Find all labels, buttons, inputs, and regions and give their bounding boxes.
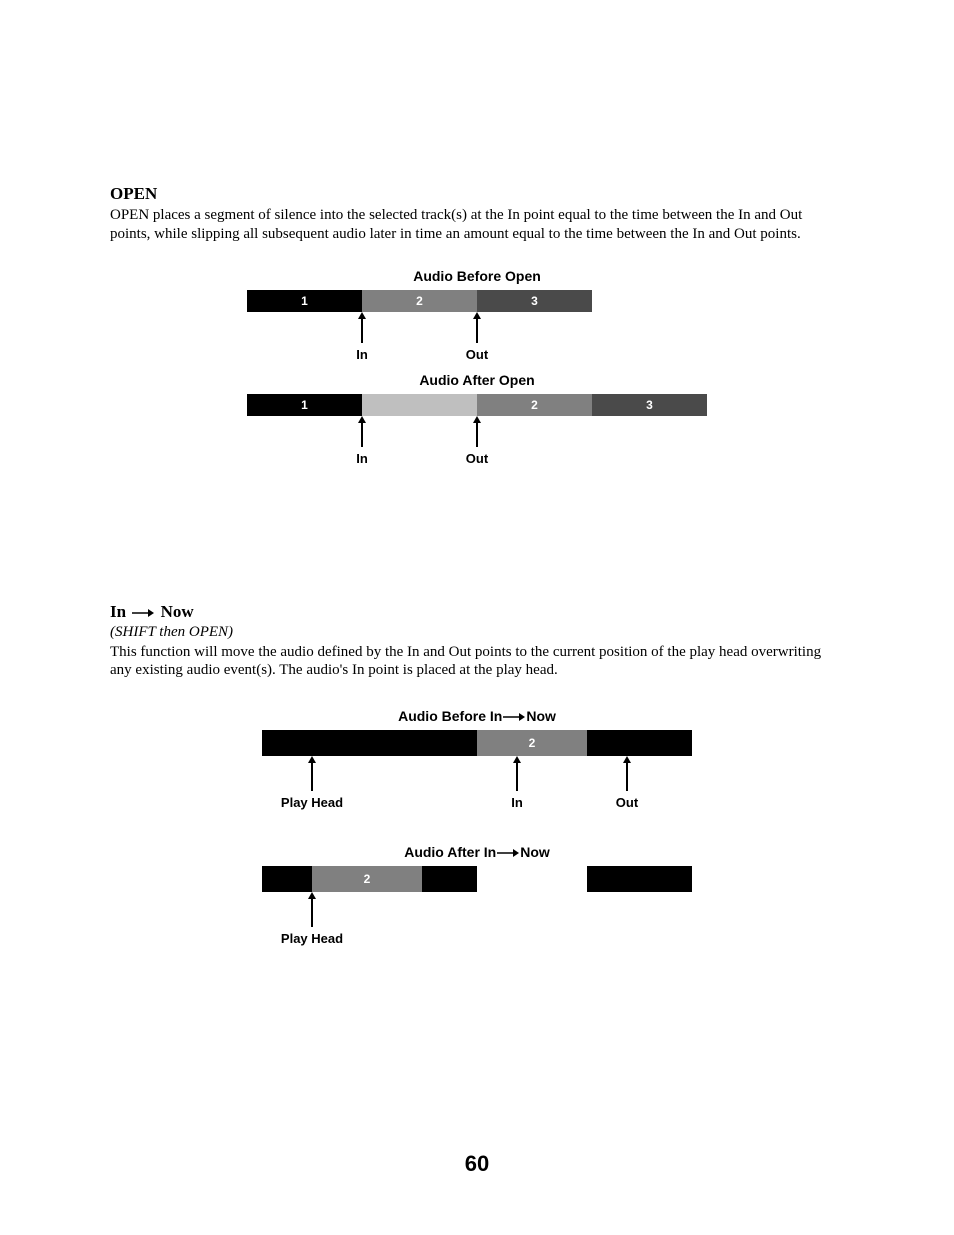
marker-label: Out [427,347,527,362]
innow-after-markers: Play Head [262,892,692,952]
track-segment: 2 [477,394,592,416]
innow-after-title: Audio After In Now [262,844,692,860]
innow-title: In Now [110,602,844,622]
marker: In [312,416,412,466]
marker-line [361,423,363,447]
marker-label: In [467,795,567,810]
arrow-up-icon [308,756,316,763]
open-diagram: Audio Before Open 123 InOut Audio After … [247,268,707,472]
marker: Out [577,756,677,810]
page: OPEN OPEN places a segment of silence in… [0,0,954,1235]
open-body: OPEN places a segment of silence into th… [110,206,844,244]
open-before-title: Audio Before Open [247,268,707,284]
track-segment: 1 [247,290,362,312]
open-before-markers: In Out [247,312,707,368]
open-after-track: 1 23 [247,394,707,416]
innow-after-title-suffix: Now [520,844,550,860]
marker-line [361,319,363,343]
track-segment [362,394,477,416]
marker: In [312,312,412,362]
arrow-right-icon [503,712,525,722]
innow-after-title-prefix: Audio After In [404,844,496,860]
track-segment: 2 [312,866,422,892]
arrow-up-icon [308,892,316,899]
innow-after-track: 2 [262,866,692,892]
track-segment [422,866,477,892]
page-number: 60 [0,1151,954,1177]
innow-before-title-prefix: Audio Before In [398,708,502,724]
track-segment: 2 [477,730,587,756]
marker: In [467,756,567,810]
track-segment: 1 [247,394,362,416]
innow-before-title: Audio Before In Now [262,708,692,724]
innow-before-track: 2 [262,730,692,756]
innow-body: This function will move the audio define… [110,643,844,681]
track-segment [262,730,477,756]
marker-line [516,763,518,791]
track-segment: 3 [592,394,707,416]
innow-subtitle: (SHIFT then OPEN) [110,624,844,641]
spacer [262,816,692,844]
arrow-up-icon [473,312,481,319]
track-segment: 3 [477,290,592,312]
innow-title-suffix: Now [161,602,194,621]
marker: Play Head [262,756,362,810]
marker-line [476,319,478,343]
arrow-right-icon [497,848,519,858]
open-after-title: Audio After Open [247,372,707,388]
arrow-up-icon [358,416,366,423]
track-segment [262,866,312,892]
arrow-up-icon [358,312,366,319]
arrow-up-icon [623,756,631,763]
open-after-markers: In Out [247,416,707,472]
marker-line [311,763,313,791]
spacer [110,472,844,602]
arrow-up-icon [513,756,521,763]
marker-label: Out [577,795,677,810]
marker-line [626,763,628,791]
arrow-right-icon [132,608,154,618]
track-segment: 2 [362,290,477,312]
open-before-track: 123 [247,290,707,312]
innow-before-markers: Play Head In Out [262,756,692,816]
marker-label: In [312,451,412,466]
arrow-up-icon [473,416,481,423]
marker: Out [427,312,527,362]
innow-title-prefix: In [110,602,126,621]
track-segment [587,866,692,892]
marker-label: Play Head [262,931,362,946]
marker-line [476,423,478,447]
marker: Out [427,416,527,466]
marker: Play Head [262,892,362,946]
open-title: OPEN [110,184,844,204]
marker-label: Out [427,451,527,466]
track-segment [587,730,692,756]
innow-before-title-suffix: Now [526,708,556,724]
marker-label: In [312,347,412,362]
marker-line [311,899,313,927]
innow-diagram: Audio Before In Now 2 Play Head In Out Audi… [262,708,692,952]
marker-label: Play Head [262,795,362,810]
